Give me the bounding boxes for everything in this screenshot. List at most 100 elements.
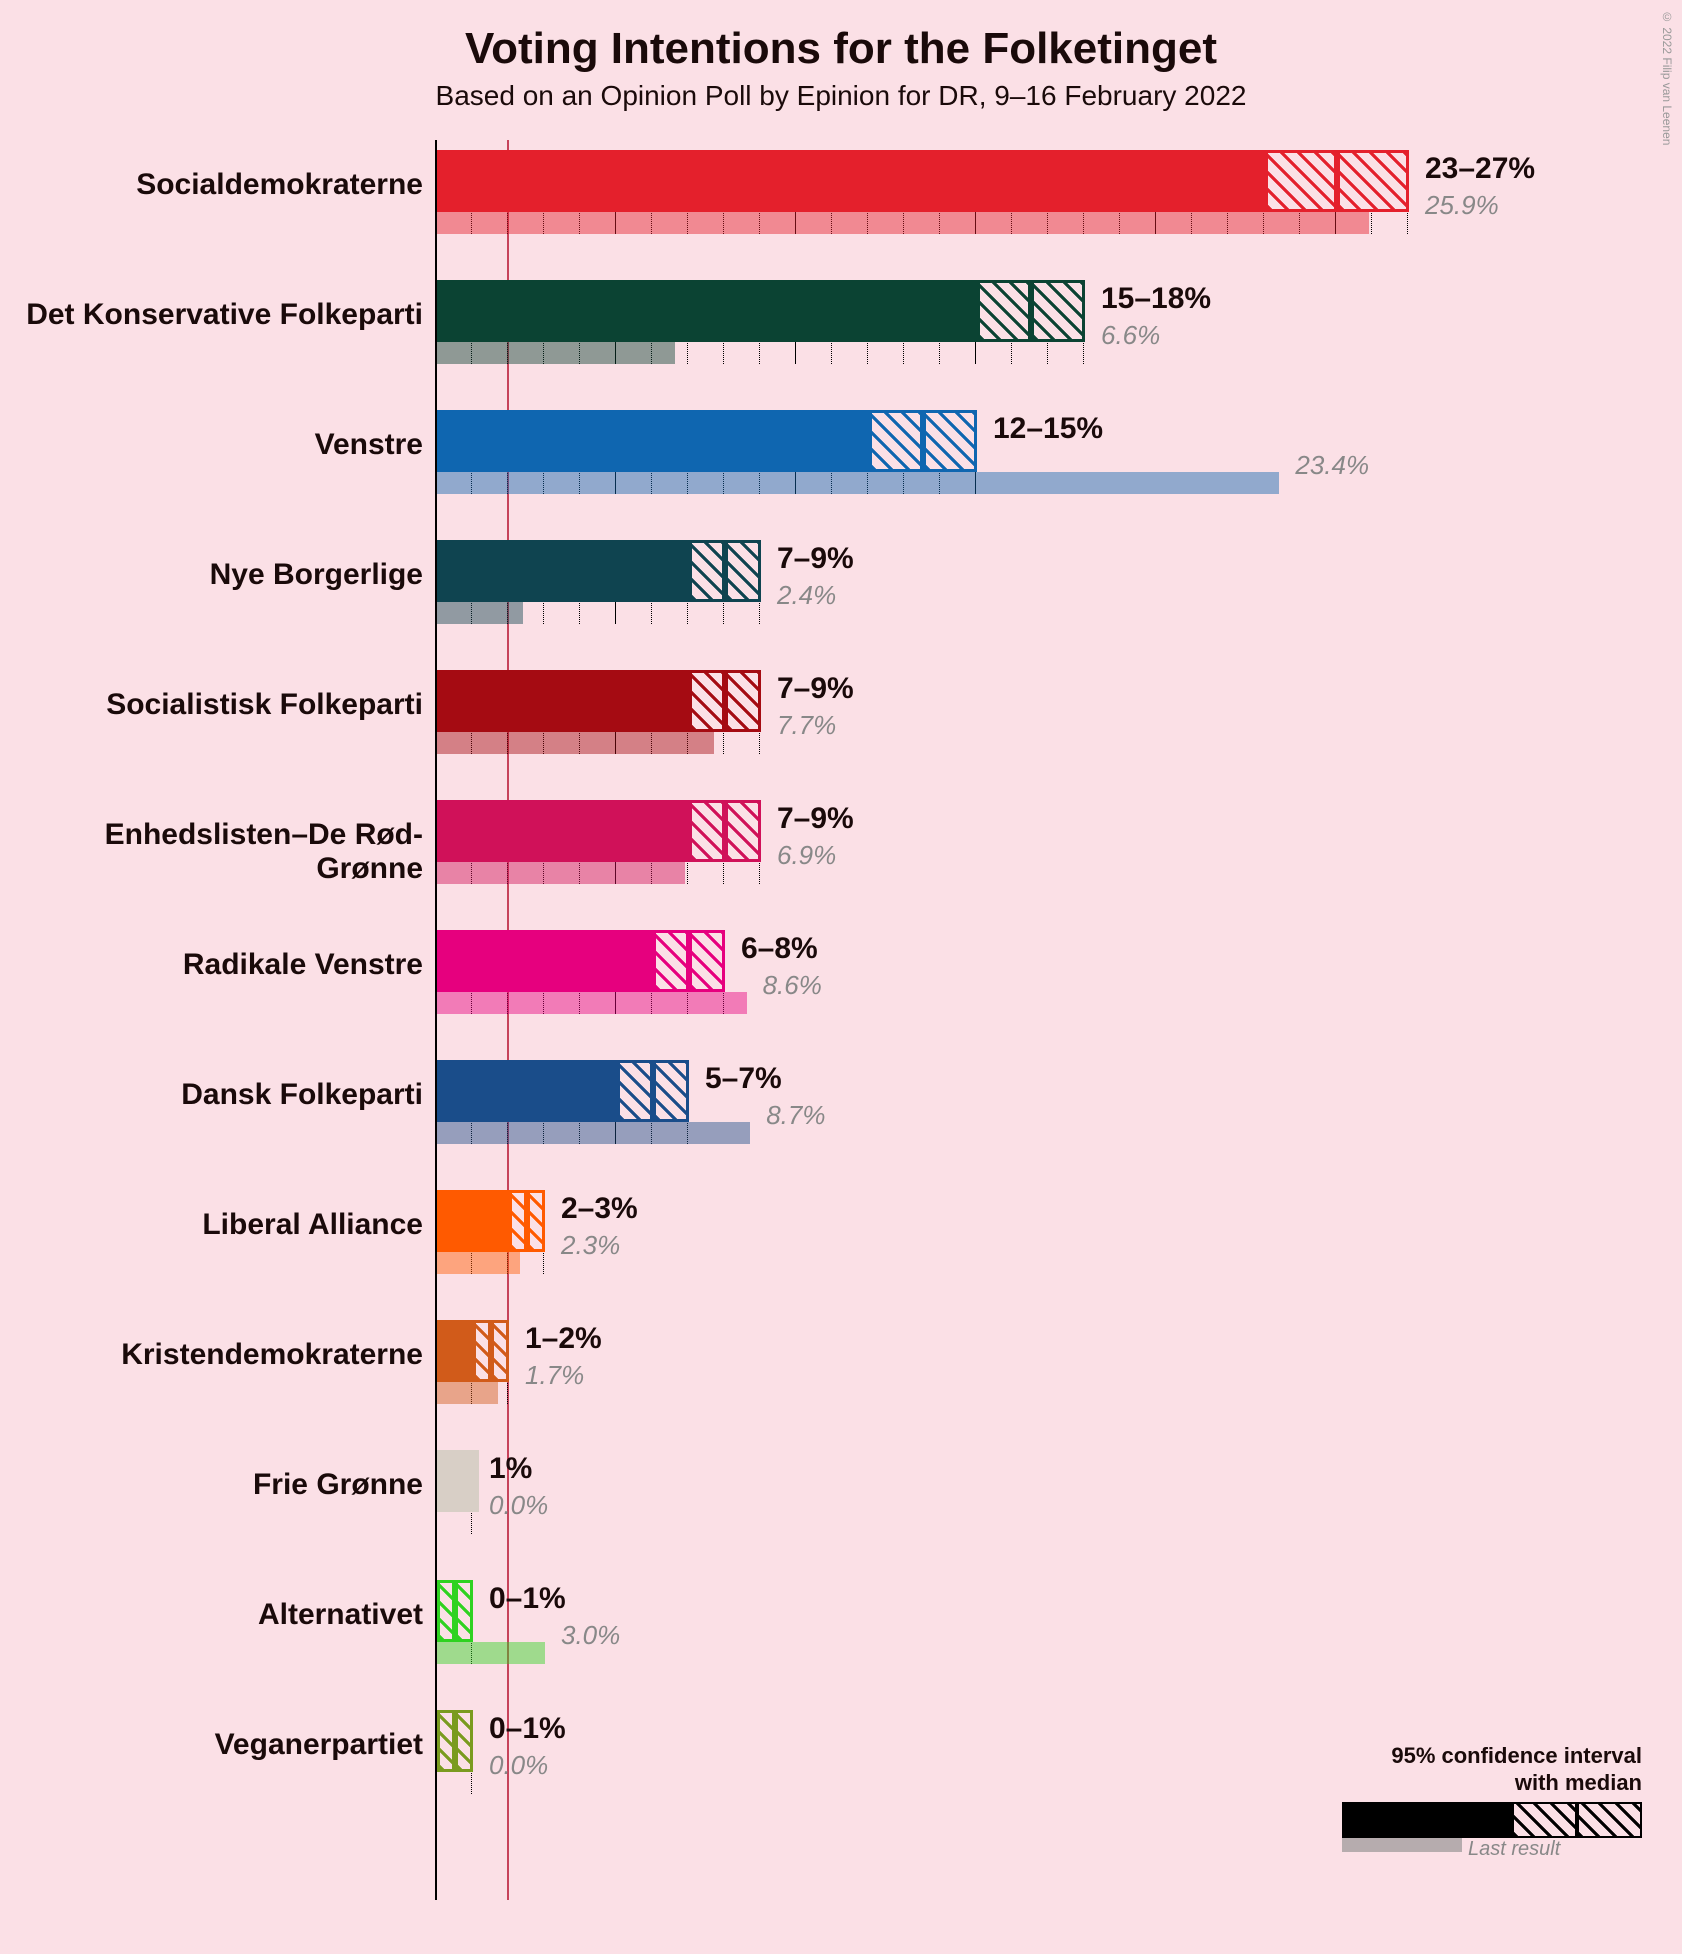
last-result-label: 6.9%: [777, 840, 836, 871]
bar-solid: [437, 1320, 473, 1382]
legend-last-label: Last result: [1468, 1838, 1560, 1861]
bar-last-result: [437, 992, 747, 1014]
last-result-label: 25.9%: [1425, 190, 1499, 221]
bar-crosshatch: [1265, 150, 1337, 212]
range-label: 0–1%: [489, 1712, 566, 1746]
legend-line1: 95% confidence interval: [1391, 1743, 1642, 1768]
legend-bar: Last result: [1342, 1802, 1642, 1854]
bar-diag: [455, 1710, 473, 1772]
last-result-label: 8.6%: [763, 970, 822, 1001]
party-label: Enhedslisten–De Rød-Grønne: [3, 818, 423, 886]
party-label: Kristendemokraterne: [3, 1338, 423, 1372]
bar-last-result: [437, 472, 1279, 494]
bar-solid: [437, 1060, 617, 1122]
range-label: 7–9%: [777, 802, 854, 836]
bar-row: Frie Grønne1%0.0%: [435, 1450, 1615, 1540]
range-label: 0–1%: [489, 1582, 566, 1616]
bar-diag: [455, 1580, 473, 1642]
bar-solid: [437, 150, 1265, 212]
bar-crosshatch: [437, 1580, 455, 1642]
page-subtitle: Based on an Opinion Poll by Epinion for …: [0, 74, 1682, 132]
bar-last-result: [437, 342, 675, 364]
last-result-label: 2.3%: [561, 1230, 620, 1261]
legend-last-bar: [1342, 1838, 1462, 1852]
party-label: Dansk Folkeparti: [3, 1078, 423, 1112]
bar-row: Det Konservative Folkeparti15–18%6.6%: [435, 280, 1615, 370]
bar-row: Venstre12–15%23.4%: [435, 410, 1615, 500]
bar-crosshatch: [689, 540, 725, 602]
last-result-label: 6.6%: [1101, 320, 1160, 351]
party-label: Veganerpartiet: [3, 1728, 423, 1762]
bar-row: Socialistisk Folkeparti7–9%7.7%: [435, 670, 1615, 760]
last-result-label: 0.0%: [489, 1750, 548, 1781]
bar-solid: [437, 1450, 473, 1512]
range-label: 1–2%: [525, 1322, 602, 1356]
bar-diag: [1337, 150, 1409, 212]
bar-diag: [491, 1320, 509, 1382]
party-label: Frie Grønne: [3, 1468, 423, 1502]
last-result-label: 7.7%: [777, 710, 836, 741]
bar-crosshatch: [437, 1710, 455, 1772]
legend-bar-crosshatch: [1512, 1802, 1577, 1838]
bar-last-result: [437, 212, 1369, 234]
bar-row: Nye Borgerlige7–9%2.4%: [435, 540, 1615, 630]
bar-row: Enhedslisten–De Rød-Grønne7–9%6.9%: [435, 800, 1615, 890]
bar-solid: [437, 540, 689, 602]
bar-row: Liberal Alliance2–3%2.3%: [435, 1190, 1615, 1280]
bar-crosshatch: [473, 1320, 491, 1382]
bar-crosshatch: [689, 670, 725, 732]
range-label: 1%: [489, 1452, 532, 1486]
last-result-label: 2.4%: [777, 580, 836, 611]
range-label: 7–9%: [777, 672, 854, 706]
bar-crosshatch: [977, 280, 1031, 342]
range-label: 23–27%: [1425, 152, 1535, 186]
party-label: Socialdemokraterne: [3, 168, 423, 202]
party-label: Liberal Alliance: [3, 1208, 423, 1242]
bar-diag: [1031, 280, 1085, 342]
bar-last-result: [437, 1252, 520, 1274]
bar-solid: [437, 930, 653, 992]
legend-title: 95% confidence interval with median: [1342, 1743, 1642, 1796]
bar-solid: [437, 800, 689, 862]
party-label: Nye Borgerlige: [3, 558, 423, 592]
bar-row: Alternativet0–1%3.0%: [435, 1580, 1615, 1670]
party-label: Socialistisk Folkeparti: [3, 688, 423, 722]
legend-bar-diag: [1577, 1802, 1642, 1838]
bar-diag: [725, 800, 761, 862]
bar-diag: [725, 540, 761, 602]
bar-row: Radikale Venstre6–8%8.6%: [435, 930, 1615, 1020]
party-label: Det Konservative Folkeparti: [3, 298, 423, 332]
range-label: 7–9%: [777, 542, 854, 576]
bar-last-result: [437, 732, 714, 754]
bar-row: Kristendemokraterne1–2%1.7%: [435, 1320, 1615, 1410]
bar-crosshatch: [653, 930, 689, 992]
last-result-label: 0.0%: [489, 1490, 548, 1521]
last-result-label: 3.0%: [561, 1620, 620, 1651]
range-label: 12–15%: [993, 412, 1103, 446]
range-label: 5–7%: [705, 1062, 782, 1096]
bar-diag: [689, 930, 725, 992]
party-label: Venstre: [3, 428, 423, 462]
bar-row: Dansk Folkeparti5–7%8.7%: [435, 1060, 1615, 1150]
legend: 95% confidence interval with median Last…: [1342, 1743, 1642, 1854]
bar-solid: [437, 1190, 509, 1252]
bar-last-result: [437, 1122, 750, 1144]
last-result-label: 1.7%: [525, 1360, 584, 1391]
bar-last-result: [437, 602, 523, 624]
bar-last-result: [437, 1642, 545, 1664]
bar-crosshatch: [869, 410, 923, 472]
bar-last-result: [437, 1382, 498, 1404]
bar-solid: [437, 410, 869, 472]
legend-bar-solid: [1342, 1802, 1512, 1838]
page-title: Voting Intentions for the Folketinget: [0, 0, 1682, 74]
bar-diag: [527, 1190, 545, 1252]
range-label: 15–18%: [1101, 282, 1211, 316]
party-label: Radikale Venstre: [3, 948, 423, 982]
bar-crosshatch: [689, 800, 725, 862]
copyright-label: © 2022 Filip van Leenen: [1660, 10, 1674, 145]
party-label: Alternativet: [3, 1598, 423, 1632]
bar-solid: [437, 280, 977, 342]
bar-diag: [725, 670, 761, 732]
last-result-label: 23.4%: [1295, 450, 1369, 481]
bar-diag: [473, 1450, 479, 1512]
